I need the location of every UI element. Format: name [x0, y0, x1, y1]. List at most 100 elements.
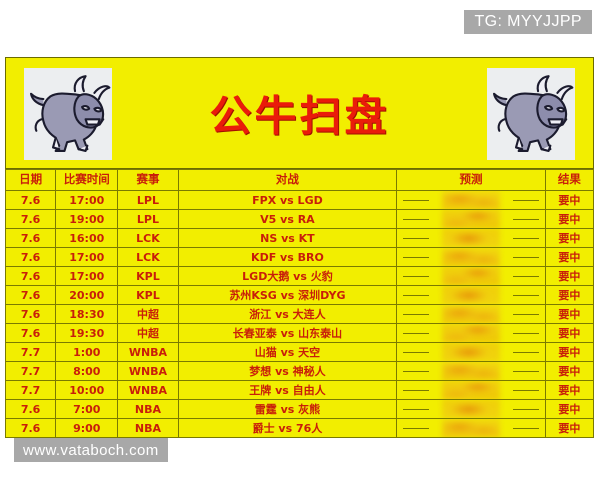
cell-date: 7.7 [4, 361, 57, 381]
cell-time: 20:00 [55, 285, 119, 305]
cell-result: 要中 [544, 304, 595, 324]
prediction-rule-right [512, 276, 539, 277]
cell-date: 7.6 [4, 418, 57, 438]
prediction-censor-blur [442, 381, 501, 399]
prediction-rule-right [512, 390, 539, 391]
cell-match: KDF vs BRO [177, 247, 398, 267]
cell-date: 7.6 [4, 304, 57, 324]
cell-match: LGD大鹅 vs 火豹 [177, 266, 398, 286]
prediction-rule-right [512, 409, 539, 410]
prediction-rule-left [403, 238, 430, 239]
cell-time: 1:00 [55, 342, 119, 362]
cell-prediction [396, 380, 546, 400]
table-row: 7.7 8:00 WNBA 梦想 vs 神秘人 要中 [4, 361, 595, 381]
cell-date: 7.7 [4, 342, 57, 362]
column-header-match: 对战 [177, 169, 398, 191]
cell-event: KPL [117, 266, 179, 286]
column-header-result: 结果 [544, 169, 595, 191]
cell-match: 梦想 vs 神秘人 [177, 361, 398, 381]
table-row: 7.7 10:00 WNBA 王牌 vs 自由人 要中 [4, 380, 595, 400]
cell-prediction [396, 209, 546, 229]
prediction-rule-right [512, 238, 539, 239]
prediction-censor-blur [442, 324, 501, 342]
cell-event: 中超 [117, 323, 179, 343]
cell-time: 18:30 [55, 304, 119, 324]
prediction-rule-right [512, 352, 539, 353]
table-row: 7.6 19:00 LPL V5 vs RA 要中 [4, 209, 595, 229]
prediction-rule-right [512, 200, 539, 201]
cell-match: 王牌 vs 自由人 [177, 380, 398, 400]
cell-event: NBA [117, 399, 179, 419]
prediction-censor-blur [442, 305, 501, 323]
cell-date: 7.6 [4, 209, 57, 229]
bull-icon [487, 68, 575, 160]
table-row: 7.6 7:00 NBA 雷霆 vs 灰熊 要中 [4, 399, 595, 419]
prediction-rule-left [403, 352, 430, 353]
prediction-censor-blur [442, 191, 501, 209]
cell-time: 9:00 [55, 418, 119, 438]
cell-date: 7.6 [4, 266, 57, 286]
schedule-table: 日期 比赛时间 赛事 对战 预测 结果 7.6 17:00 LPL FPX vs LG… [4, 169, 595, 438]
cell-event: 中超 [117, 304, 179, 324]
cell-result: 要中 [544, 190, 595, 210]
prediction-rule-left [403, 295, 430, 296]
site-watermark: www.vataboch.com [14, 438, 168, 462]
cell-time: 10:00 [55, 380, 119, 400]
poster-banner: 公牛扫盘 [5, 57, 594, 169]
column-header-event: 赛事 [117, 169, 179, 191]
cell-result: 要中 [544, 361, 595, 381]
prediction-censor-blur [442, 362, 501, 380]
prediction-rule-right [512, 333, 539, 334]
cell-result: 要中 [544, 380, 595, 400]
cell-prediction [396, 361, 546, 381]
cell-time: 17:00 [55, 247, 119, 267]
cell-prediction [396, 228, 546, 248]
cell-result: 要中 [544, 418, 595, 438]
prediction-rule-right [512, 314, 539, 315]
prediction-censor-blur [442, 210, 501, 228]
cell-match: 长春亚泰 vs 山东泰山 [177, 323, 398, 343]
prediction-rule-left [403, 428, 430, 429]
prediction-rule-left [403, 371, 430, 372]
cell-date: 7.6 [4, 190, 57, 210]
prediction-censor-blur [442, 286, 501, 304]
cell-result: 要中 [544, 266, 595, 286]
cell-prediction [396, 266, 546, 286]
cell-prediction [396, 418, 546, 438]
prediction-rule-left [403, 219, 430, 220]
cell-time: 17:00 [55, 266, 119, 286]
table-row: 7.6 16:00 LCK NS vs KT 要中 [4, 228, 595, 248]
cell-time: 17:00 [55, 190, 119, 210]
cell-match: V5 vs RA [177, 209, 398, 229]
table-row: 7.6 18:30 中超 浙江 vs 大连人 要中 [4, 304, 595, 324]
table-row: 7.6 19:30 中超 长春亚泰 vs 山东泰山 要中 [4, 323, 595, 343]
cell-prediction [396, 247, 546, 267]
prediction-rule-left [403, 314, 430, 315]
prediction-censor-blur [442, 229, 501, 247]
cell-prediction [396, 304, 546, 324]
prediction-rule-right [512, 257, 539, 258]
cell-match: FPX vs LGD [177, 190, 398, 210]
cell-result: 要中 [544, 323, 595, 343]
cell-event: WNBA [117, 361, 179, 381]
cell-date: 7.6 [4, 399, 57, 419]
cell-time: 16:00 [55, 228, 119, 248]
cell-event: LPL [117, 190, 179, 210]
prediction-rule-left [403, 276, 430, 277]
table-header-row: 日期 比赛时间 赛事 对战 预测 结果 [4, 169, 595, 191]
cell-time: 8:00 [55, 361, 119, 381]
prediction-censor-blur [442, 248, 501, 266]
table-row: 7.7 1:00 WNBA 山猫 vs 天空 要中 [4, 342, 595, 362]
cell-result: 要中 [544, 209, 595, 229]
table-row: 7.6 17:00 LPL FPX vs LGD 要中 [4, 190, 595, 210]
cell-event: KPL [117, 285, 179, 305]
prediction-rule-left [403, 257, 430, 258]
cell-match: 浙江 vs 大连人 [177, 304, 398, 324]
cell-prediction [396, 190, 546, 210]
cell-match: 雷霆 vs 灰熊 [177, 399, 398, 419]
telegram-watermark: TG: MYYJJPP [464, 10, 592, 34]
prediction-rule-left [403, 390, 430, 391]
cell-date: 7.6 [4, 247, 57, 267]
cell-event: LCK [117, 228, 179, 248]
